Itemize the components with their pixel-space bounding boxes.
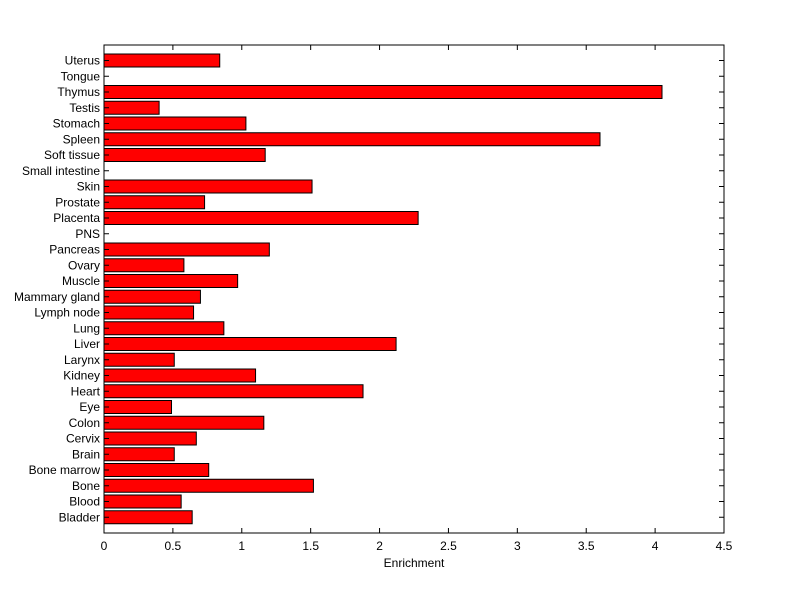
category-label: Heart xyxy=(71,384,101,398)
category-label: Kidney xyxy=(63,369,100,383)
category-label: PNS xyxy=(75,227,100,241)
x-tick-label: 3.5 xyxy=(578,539,595,553)
x-tick-label: 0.5 xyxy=(165,539,182,553)
category-label: Eye xyxy=(79,400,100,414)
category-label: Bladder xyxy=(59,510,100,524)
ticks-group xyxy=(103,45,725,533)
bar-eye xyxy=(103,400,173,414)
plot-frame xyxy=(103,44,725,534)
bar-soft-tissue xyxy=(103,148,266,162)
bar-brain xyxy=(103,447,175,462)
bar-skin xyxy=(103,179,313,194)
category-label: Cervix xyxy=(66,432,100,446)
category-label: Liver xyxy=(74,337,100,351)
bar-bladder xyxy=(103,510,193,525)
x-tick-label: 4.5 xyxy=(716,539,733,553)
bar-prostate xyxy=(103,195,206,210)
category-label: Pancreas xyxy=(49,243,100,257)
bar-spleen xyxy=(103,132,601,147)
bar-lung xyxy=(103,321,225,336)
bar-placenta xyxy=(103,211,419,225)
category-label: Lymph node xyxy=(34,306,100,320)
category-label: Bone xyxy=(72,479,100,493)
category-label: Uterus xyxy=(65,54,100,68)
category-label: Lung xyxy=(73,321,100,335)
category-label: Testis xyxy=(69,101,100,115)
x-tick-label: 4 xyxy=(652,539,659,553)
x-tick-label: 2 xyxy=(376,539,383,553)
bar-stomach xyxy=(103,116,247,131)
bar-thymus xyxy=(103,85,663,99)
x-axis-label: Enrichment xyxy=(384,556,445,570)
bar-bone-marrow xyxy=(103,463,210,477)
category-label: Tongue xyxy=(61,69,101,83)
bar-ovary xyxy=(103,258,185,273)
category-label: Prostate xyxy=(55,195,100,209)
x-tick-label: 1 xyxy=(238,539,245,553)
category-label: Spleen xyxy=(63,132,100,146)
bar-mammary-gland xyxy=(103,289,201,304)
bar-kidney xyxy=(103,368,257,383)
bar-blood xyxy=(103,494,182,509)
bar-testis xyxy=(103,100,160,115)
category-label: Bone marrow xyxy=(29,463,101,477)
x-tick-label: 0 xyxy=(101,539,108,553)
x-tick-label: 3 xyxy=(514,539,521,553)
bar-liver xyxy=(103,337,397,351)
bar-colon xyxy=(103,415,265,430)
x-tick-label: 1.5 xyxy=(302,539,319,553)
category-label: Blood xyxy=(69,495,100,509)
bar-heart xyxy=(103,384,364,399)
category-label: Muscle xyxy=(62,274,100,288)
category-label: Stomach xyxy=(53,117,100,131)
category-label: Small intestine xyxy=(22,164,100,178)
category-label: Soft tissue xyxy=(44,148,100,162)
bar-uterus xyxy=(103,53,221,68)
category-label: Placenta xyxy=(53,211,100,225)
category-label: Ovary xyxy=(68,258,100,272)
category-label: Thymus xyxy=(57,85,100,99)
x-tick-labels-group: 0 0.5 1 1.5 2 2.5 3 3.5 4 4.5 xyxy=(101,539,733,553)
category-label: Skin xyxy=(77,180,100,194)
x-tick-label: 2.5 xyxy=(440,539,457,553)
category-label: Brain xyxy=(72,447,100,461)
category-label: Larynx xyxy=(64,353,100,367)
bar-lymph-node xyxy=(103,305,195,320)
bar-bone xyxy=(103,478,314,493)
category-label: Mammary gland xyxy=(14,290,100,304)
bar-pancreas xyxy=(103,242,270,257)
bar-cervix xyxy=(103,431,197,446)
bar-larynx xyxy=(103,352,175,367)
bar-muscle xyxy=(103,274,239,288)
category-label: Colon xyxy=(69,416,100,430)
